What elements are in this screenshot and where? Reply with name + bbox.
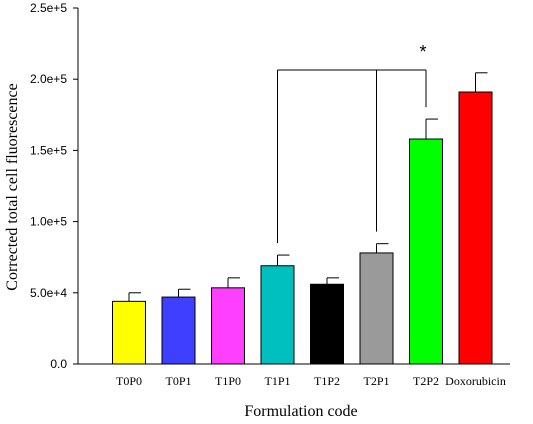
bar [310, 283, 344, 365]
y-tick-label: 1.0e+5 [30, 215, 67, 229]
category-label: Doxorubicin [445, 374, 506, 388]
significance-marker: * [419, 42, 426, 62]
category-label: T0P0 [116, 374, 142, 388]
bar [211, 287, 245, 365]
bar [161, 296, 196, 365]
y-tick-label: 2.0e+5 [30, 72, 67, 86]
bars [112, 72, 493, 365]
y-tick-label: 5.0e+4 [30, 286, 67, 300]
category-label: T2P2 [413, 374, 439, 388]
category-label: T1P0 [215, 374, 241, 388]
labels: T0P0 T0P1 T1P0 T1P1 T1P2 T2P1 T2P2 Doxorubicin * [116, 42, 506, 388]
category-label: T0P1 [165, 374, 191, 388]
bar [359, 252, 394, 365]
bar [458, 91, 493, 365]
bar [260, 265, 295, 365]
y-tick-label: 0.0 [50, 357, 67, 371]
y-tick-label: 2.5e+5 [30, 1, 67, 15]
bar [112, 300, 146, 365]
category-label: T1P2 [314, 374, 340, 388]
axes: 0.0 5.0e+4 1.0e+5 1.5e+5 2.0e+5 2.5e+5 [30, 1, 510, 371]
bar [409, 138, 443, 365]
category-label: T2P1 [363, 374, 389, 388]
y-axis-title: Corrected total cell fluorescence [4, 83, 21, 290]
y-tick-label: 1.5e+5 [30, 143, 67, 157]
x-axis-title: Formulation code [244, 403, 357, 420]
category-label: T1P1 [264, 374, 290, 388]
